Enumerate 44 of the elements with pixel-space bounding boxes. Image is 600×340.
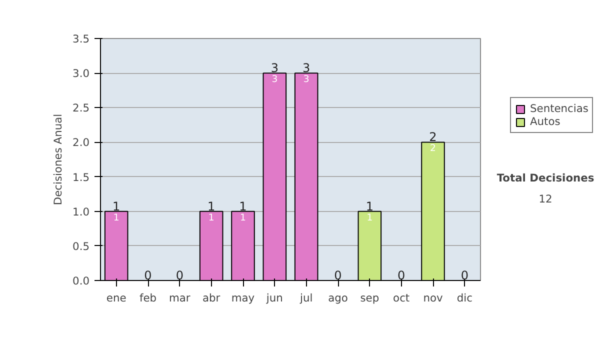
x-tick-label: jun <box>265 292 283 304</box>
total-label: 1 <box>112 199 120 214</box>
y-tick-label: 2.0 <box>72 136 90 150</box>
text: Total Decisiones <box>496 172 594 184</box>
x-tick-label: feb <box>139 292 157 304</box>
x-tick-label: nov <box>423 292 443 304</box>
total-label: 1 <box>366 199 374 214</box>
data-label: 1 <box>366 212 373 224</box>
total-label: 2 <box>429 130 437 144</box>
total-label: 1 <box>208 199 216 214</box>
x-tick-label: ago <box>328 292 348 304</box>
total-label: 3 <box>270 61 278 76</box>
y-tick-label: 0.5 <box>72 240 90 253</box>
data-label: 3 <box>272 74 278 86</box>
total-label: 0 <box>176 268 184 282</box>
y-tick-label: 1.5 <box>72 170 90 184</box>
x-tick-label: dic <box>456 292 473 304</box>
y-tick-label: 2.5 <box>72 102 90 115</box>
total-label: 0 <box>460 268 468 282</box>
x-tick-label: abr <box>202 292 221 304</box>
total-label: 0 <box>144 268 152 282</box>
data-label: 1 <box>113 212 120 224</box>
y-tick-label: 0.0 <box>72 274 90 288</box>
data-label: 1 <box>240 212 246 224</box>
y-axis-title: Decisiones Anual <box>52 114 65 206</box>
text: 12 <box>538 192 552 206</box>
total-label: 1 <box>239 199 247 214</box>
x-tick-label: mar <box>169 292 191 304</box>
x-tick-label: sep <box>360 292 380 304</box>
legend-label: Autos <box>530 115 560 128</box>
data-label: 1 <box>208 212 214 224</box>
y-tick-label: 3.5 <box>72 32 90 46</box>
x-tick-label: ene <box>106 292 126 304</box>
x-tick-label: oct <box>393 292 410 304</box>
y-tick-label: 1.0 <box>72 205 90 218</box>
y-tick-label: 3.0 <box>72 67 90 80</box>
total-label: 0 <box>334 268 342 282</box>
x-tick-label: jul <box>298 292 313 304</box>
legend-label: Sentencias <box>530 102 588 115</box>
total-label: 3 <box>302 61 310 76</box>
total-label: 0 <box>398 268 406 282</box>
data-label: 3 <box>303 74 310 86</box>
data-label: 2 <box>430 143 436 154</box>
x-tick-label: may <box>231 292 255 304</box>
